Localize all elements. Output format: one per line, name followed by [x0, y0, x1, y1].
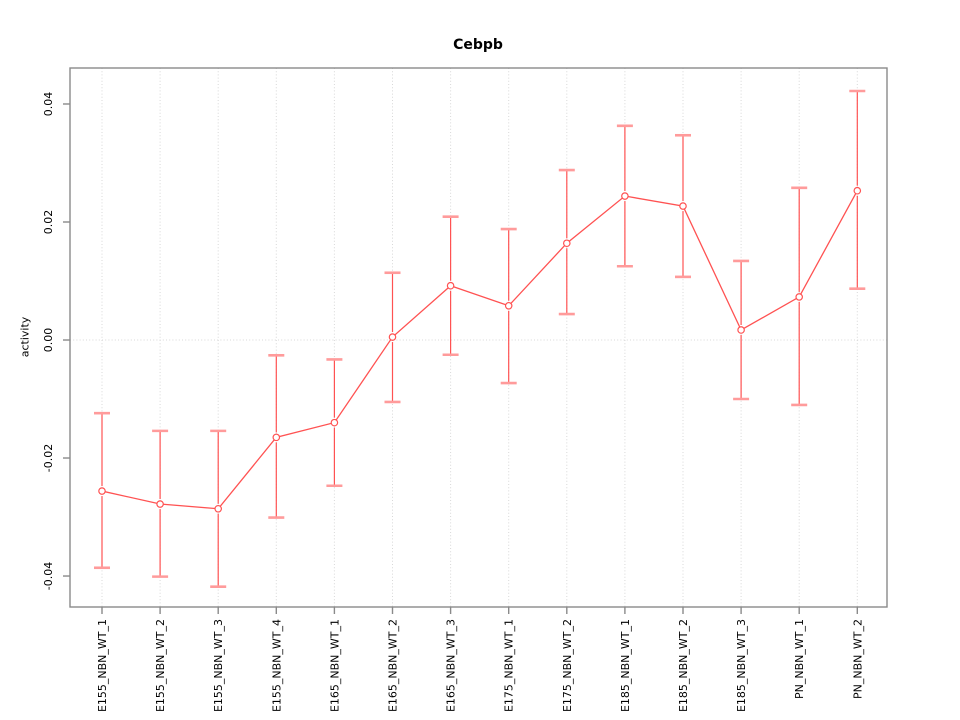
x-tick-label: E155_NBN_WT_3 [212, 619, 225, 712]
x-tick-label: E155_NBN_WT_1 [96, 619, 109, 712]
y-tick-label: -0.02 [42, 444, 55, 472]
y-tick-label: 0.04 [42, 92, 55, 117]
plot-border [69, 67, 888, 608]
data-point [214, 504, 223, 513]
y-tick-label: 0.02 [42, 210, 55, 235]
chart-title: Cebpb [453, 37, 503, 53]
x-tick-label: PN_NBN_WT_1 [793, 619, 806, 699]
data-point [330, 418, 339, 427]
x-tick-label: E155_NBN_WT_4 [270, 619, 283, 712]
x-tick-label: E155_NBN_WT_2 [154, 619, 167, 712]
data-point [98, 487, 106, 495]
x-tick-label: E185_NBN_WT_3 [735, 619, 748, 712]
data-point [621, 192, 629, 200]
data-point [679, 202, 687, 210]
x-tick-label: E185_NBN_WT_1 [619, 619, 632, 712]
data-point [737, 326, 745, 334]
data-point [272, 433, 281, 442]
x-tick-label: E165_NBN_WT_3 [445, 619, 458, 712]
data-point [446, 281, 455, 290]
x-tick-label: PN_NBN_WT_2 [851, 619, 864, 699]
data-point [504, 301, 513, 310]
x-tick-label: E165_NBN_WT_1 [328, 619, 341, 712]
data-point [156, 500, 164, 508]
data-point [388, 333, 397, 341]
x-tick-label: E165_NBN_WT_2 [387, 619, 400, 712]
data-point [562, 239, 571, 248]
series-line [101, 190, 858, 510]
y-tick-label: -0.04 [42, 562, 55, 590]
x-tick-label: E175_NBN_WT_2 [561, 619, 574, 712]
y-tick-label: 0.00 [42, 328, 55, 353]
x-tick-label: E185_NBN_WT_2 [677, 619, 690, 712]
data-point [795, 293, 804, 301]
x-tick-label: E175_NBN_WT_1 [503, 619, 516, 712]
data-point [853, 186, 862, 195]
